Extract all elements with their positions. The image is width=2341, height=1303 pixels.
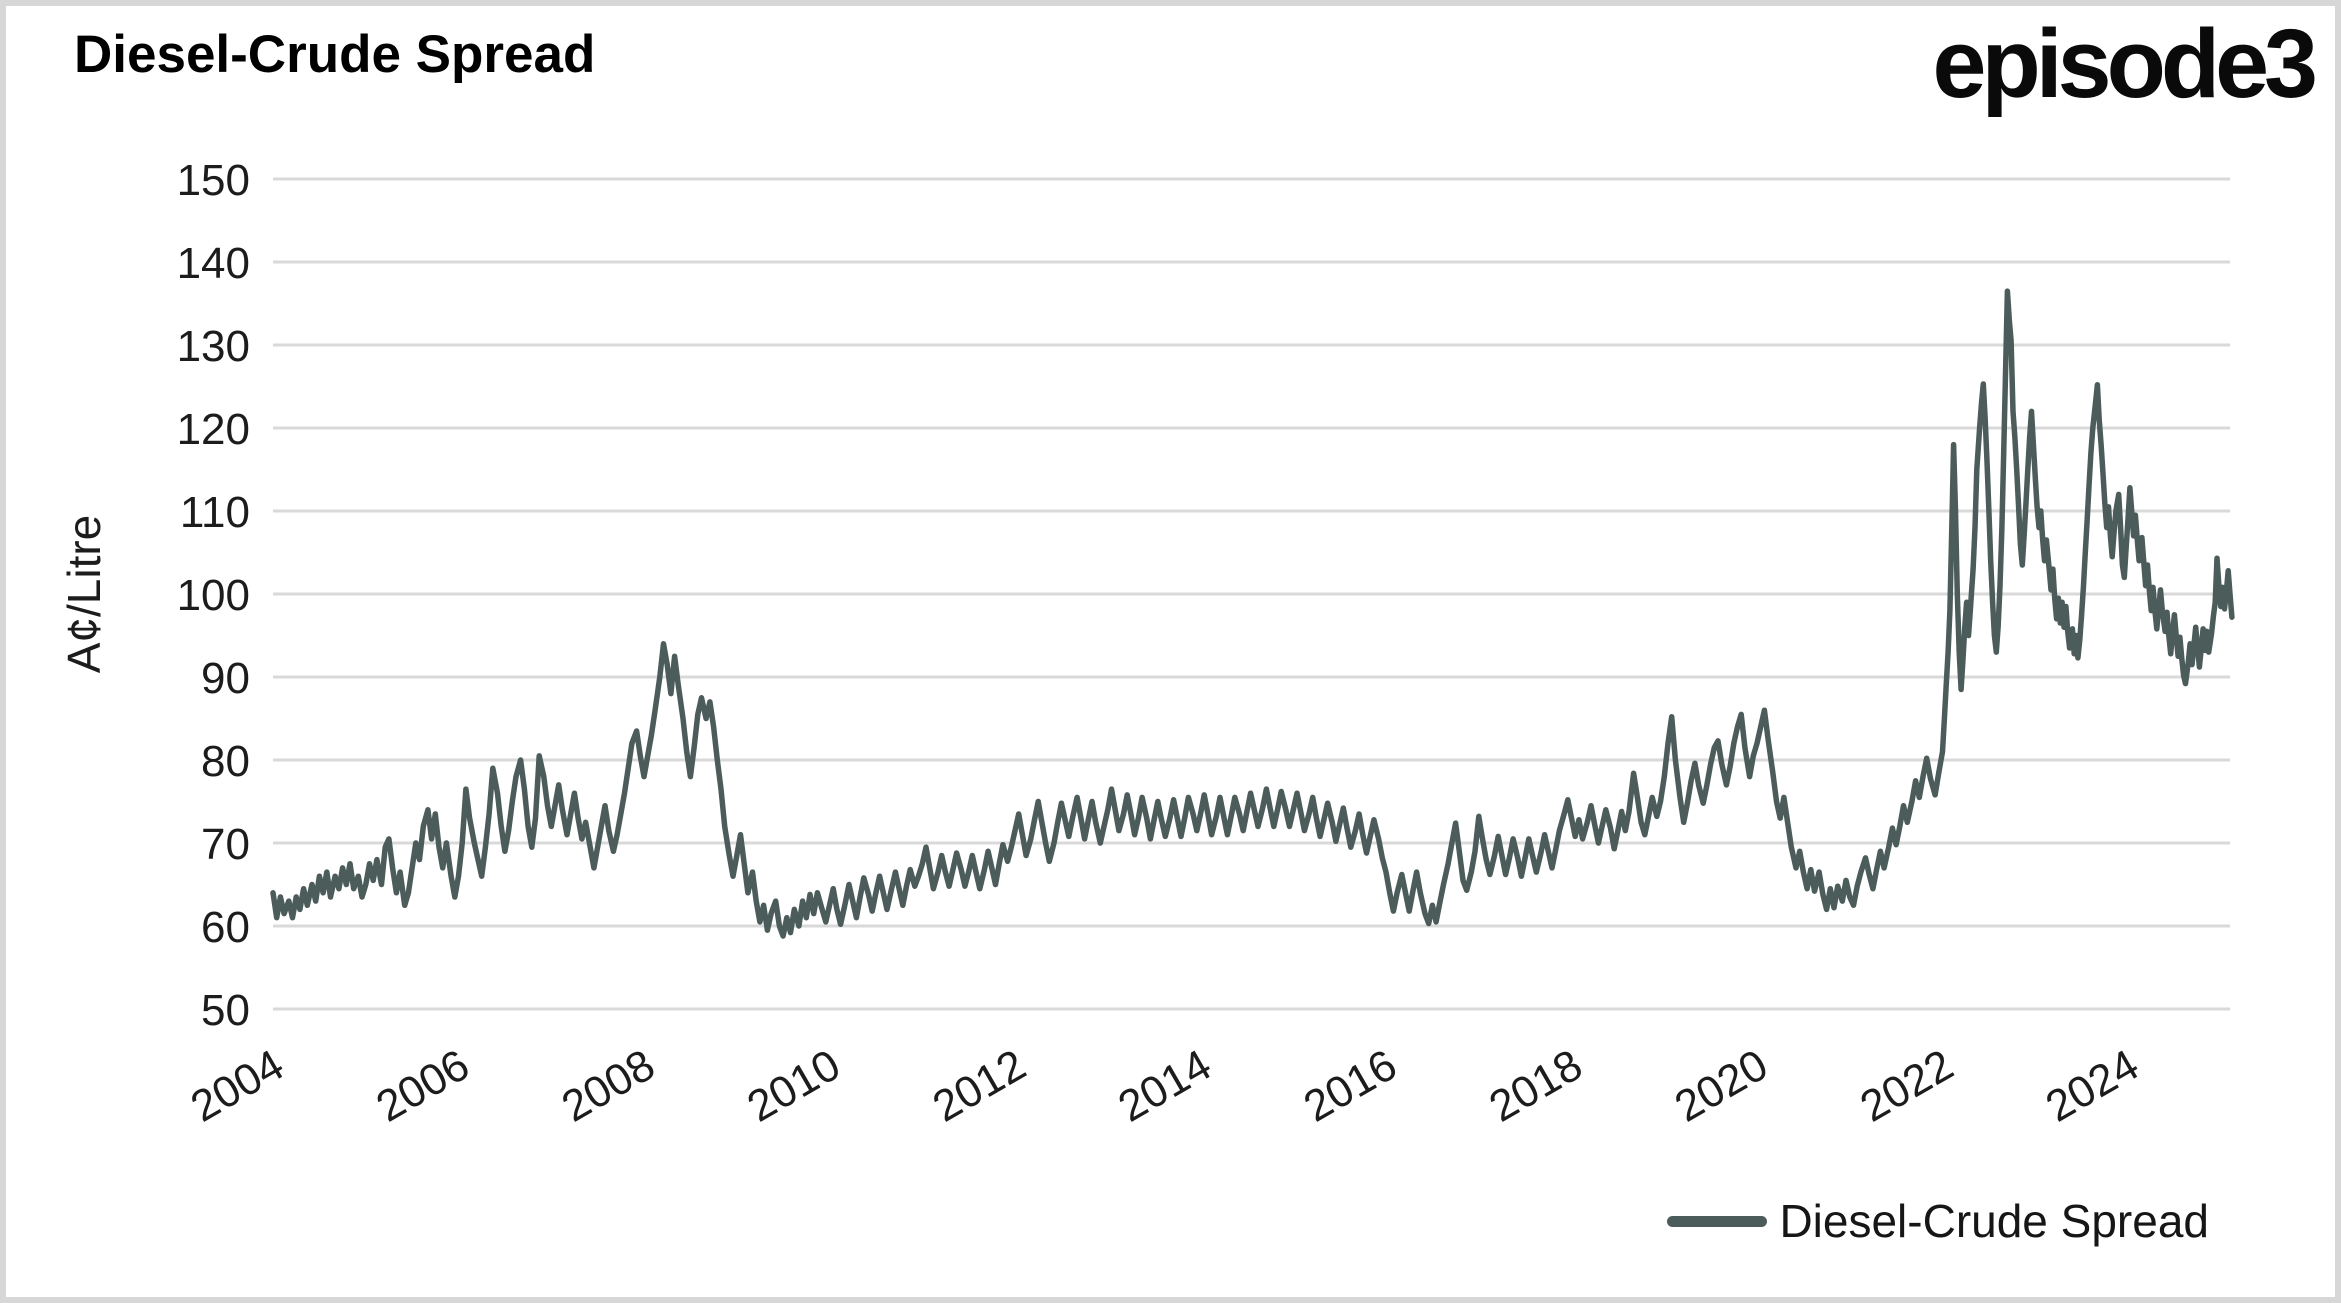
x-tick-label: 2006 bbox=[368, 1040, 477, 1131]
y-tick-label: 90 bbox=[201, 654, 250, 703]
x-tick-label: 2022 bbox=[1852, 1040, 1961, 1131]
x-tick-label: 2004 bbox=[183, 1040, 292, 1131]
x-tick-label: 2014 bbox=[1110, 1040, 1219, 1131]
brand-logo: episode3 bbox=[1932, 9, 2318, 118]
y-tick-label: 50 bbox=[201, 986, 250, 1035]
y-tick-label: 130 bbox=[177, 322, 250, 371]
x-tick-label: 2020 bbox=[1667, 1040, 1776, 1131]
diesel-crude-spread-line bbox=[270, 288, 2235, 939]
y-axis-title: A¢/Litre bbox=[58, 515, 110, 674]
y-tick-label: 60 bbox=[201, 903, 250, 952]
x-tick-label: 2024 bbox=[2038, 1040, 2147, 1131]
x-tick-label: 2016 bbox=[1296, 1040, 1405, 1131]
y-tick-label: 100 bbox=[177, 571, 250, 620]
y-tick-label: 110 bbox=[180, 488, 250, 537]
y-tick-label: 150 bbox=[177, 156, 250, 205]
legend: Diesel-Crude Spread bbox=[1667, 1194, 2209, 1248]
x-tick-label: 2008 bbox=[554, 1040, 663, 1131]
x-tick-label: 2012 bbox=[925, 1040, 1034, 1131]
x-tick-label: 2018 bbox=[1481, 1040, 1590, 1131]
legend-line-swatch bbox=[1667, 1215, 1768, 1227]
y-tick-label: 120 bbox=[177, 405, 250, 454]
y-tick-label: 70 bbox=[201, 820, 250, 869]
legend-label: Diesel-Crude Spread bbox=[1779, 1195, 2209, 1247]
chart-title: Diesel-Crude Spread bbox=[74, 25, 596, 84]
x-tick-label: 2010 bbox=[739, 1040, 848, 1131]
y-tick-label: 140 bbox=[177, 239, 250, 288]
y-tick-label: 80 bbox=[201, 737, 250, 786]
